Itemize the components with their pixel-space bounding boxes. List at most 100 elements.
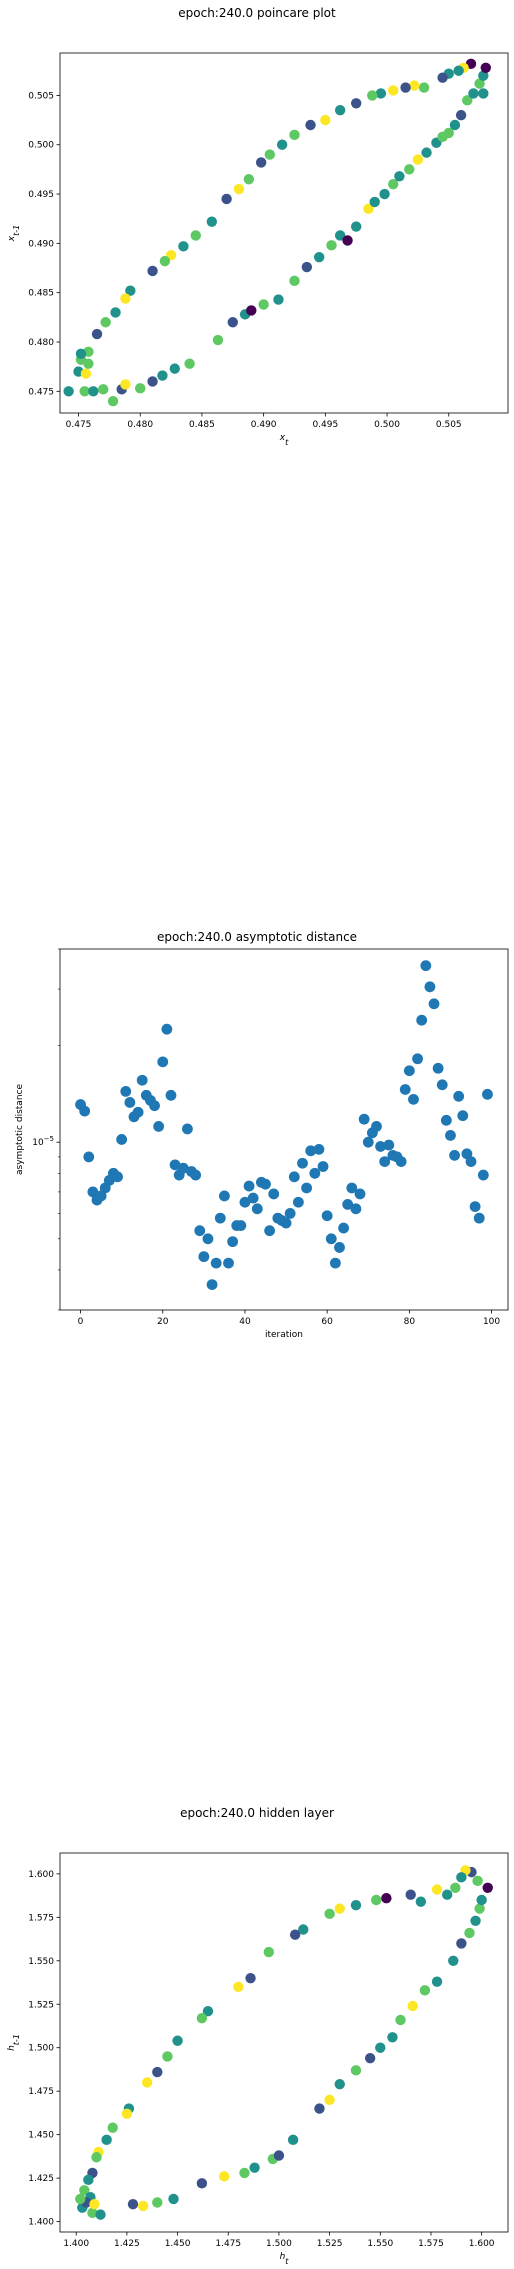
x-tick-label: 60 bbox=[321, 1317, 333, 1327]
data-point bbox=[324, 1908, 335, 1920]
data-point bbox=[379, 1156, 391, 1168]
data-point bbox=[476, 1894, 487, 1906]
x-tick-label: 0.495 bbox=[312, 420, 338, 430]
data-point bbox=[350, 98, 362, 109]
data-point bbox=[464, 1927, 475, 1939]
data-point bbox=[394, 171, 405, 182]
data-point bbox=[169, 363, 180, 374]
data-point bbox=[325, 1233, 337, 1245]
chart-title: epoch:240.0 asymptotic distance bbox=[156, 930, 358, 944]
x-tick-label: 0.500 bbox=[374, 420, 400, 430]
data-point bbox=[420, 960, 432, 972]
x-tick-label: 0.475 bbox=[66, 420, 92, 430]
data-point bbox=[445, 1130, 456, 1141]
data-point bbox=[243, 174, 255, 185]
data-point bbox=[456, 1938, 467, 1949]
data-point bbox=[363, 203, 374, 215]
plot-frame bbox=[59, 1852, 509, 2233]
x-tick-label: 40 bbox=[239, 1317, 251, 1327]
data-point bbox=[371, 1121, 382, 1132]
y-tick-label: 10−5 bbox=[32, 1135, 54, 1148]
data-point bbox=[101, 2134, 112, 2146]
data-point bbox=[456, 1872, 467, 1883]
y-axis-label: asymptotic distance bbox=[15, 1084, 25, 1175]
data-point bbox=[169, 1159, 181, 1171]
data-point bbox=[362, 1136, 374, 1148]
data-point bbox=[87, 2207, 98, 2219]
data-point bbox=[313, 251, 325, 263]
data-point bbox=[276, 139, 288, 150]
data-point bbox=[443, 127, 454, 139]
data-point bbox=[112, 1171, 123, 1183]
data-point bbox=[245, 1972, 256, 1984]
data-point bbox=[364, 2052, 376, 2064]
data-point bbox=[147, 265, 158, 277]
data-point bbox=[441, 1889, 453, 1900]
x-tick-label: 1.525 bbox=[317, 2239, 343, 2249]
data-point bbox=[358, 1113, 370, 1125]
data-point bbox=[235, 1220, 247, 1231]
data-point bbox=[428, 998, 440, 1010]
data-point bbox=[79, 2185, 90, 2196]
chart-panel-hidden: epoch:240.0 hidden layer 1.400 1.425 1.450… bbox=[0, 1790, 514, 2269]
data-point bbox=[116, 1134, 128, 1145]
data-point bbox=[79, 386, 90, 397]
x-axis-label: iteration bbox=[265, 1330, 303, 1340]
data-point bbox=[83, 2174, 94, 2186]
data-point bbox=[196, 2012, 208, 2024]
data-point bbox=[110, 307, 121, 318]
chart-panel-asymptotic: epoch:240.0 asymptotic distance 0 20 40 60 8… bbox=[0, 920, 514, 1380]
x-tick-label: 0.485 bbox=[189, 420, 215, 430]
data-point bbox=[190, 230, 201, 241]
data-point bbox=[141, 2077, 153, 2088]
data-point bbox=[473, 1212, 485, 1224]
y-tick-label: 1.450 bbox=[28, 2131, 54, 2141]
data-point bbox=[63, 386, 74, 397]
data-point bbox=[399, 1084, 411, 1095]
data-point bbox=[381, 1893, 392, 1904]
data-point bbox=[292, 1196, 304, 1208]
data-point bbox=[97, 384, 109, 395]
data-point bbox=[88, 386, 99, 397]
data-point bbox=[75, 348, 87, 360]
data-point bbox=[449, 119, 461, 131]
data-point bbox=[324, 2094, 335, 2106]
data-point bbox=[289, 1929, 301, 1940]
data-point bbox=[206, 216, 218, 227]
y-tick-label: 1.525 bbox=[28, 2000, 54, 2010]
data-point bbox=[247, 1192, 259, 1204]
y-tick-label: 1.575 bbox=[28, 1913, 54, 1923]
data-point bbox=[329, 1257, 341, 1269]
y-tick-label: 0.500 bbox=[28, 141, 54, 151]
data-point bbox=[280, 1217, 292, 1229]
data-point bbox=[287, 2134, 299, 2146]
data-point bbox=[178, 241, 189, 252]
data-point bbox=[168, 2193, 179, 2205]
data-point bbox=[367, 90, 378, 101]
data-point bbox=[223, 1257, 234, 1269]
data-point bbox=[124, 1097, 136, 1108]
data-point bbox=[125, 285, 136, 296]
y-axis-label: ht-1 bbox=[7, 2034, 21, 2051]
data-point bbox=[424, 981, 436, 993]
data-point bbox=[388, 85, 399, 96]
data-point bbox=[395, 1156, 407, 1168]
data-point bbox=[258, 299, 269, 310]
y-tick-label: 1.475 bbox=[28, 2087, 54, 2097]
data-point bbox=[190, 1169, 202, 1181]
data-point bbox=[243, 1180, 255, 1192]
data-point bbox=[404, 164, 415, 175]
data-point bbox=[431, 1884, 443, 1895]
data-point bbox=[83, 358, 94, 369]
data-point bbox=[255, 157, 267, 168]
x-tick-label: 1.400 bbox=[63, 2239, 89, 2249]
data-point bbox=[165, 1089, 177, 1101]
data-point bbox=[135, 383, 146, 394]
data-point bbox=[149, 1100, 160, 1112]
data-point bbox=[218, 2171, 230, 2182]
data-point bbox=[297, 1157, 308, 1169]
data-point bbox=[301, 1182, 313, 1194]
data-point bbox=[412, 1053, 423, 1065]
data-point bbox=[289, 275, 300, 287]
data-point bbox=[264, 1225, 276, 1237]
